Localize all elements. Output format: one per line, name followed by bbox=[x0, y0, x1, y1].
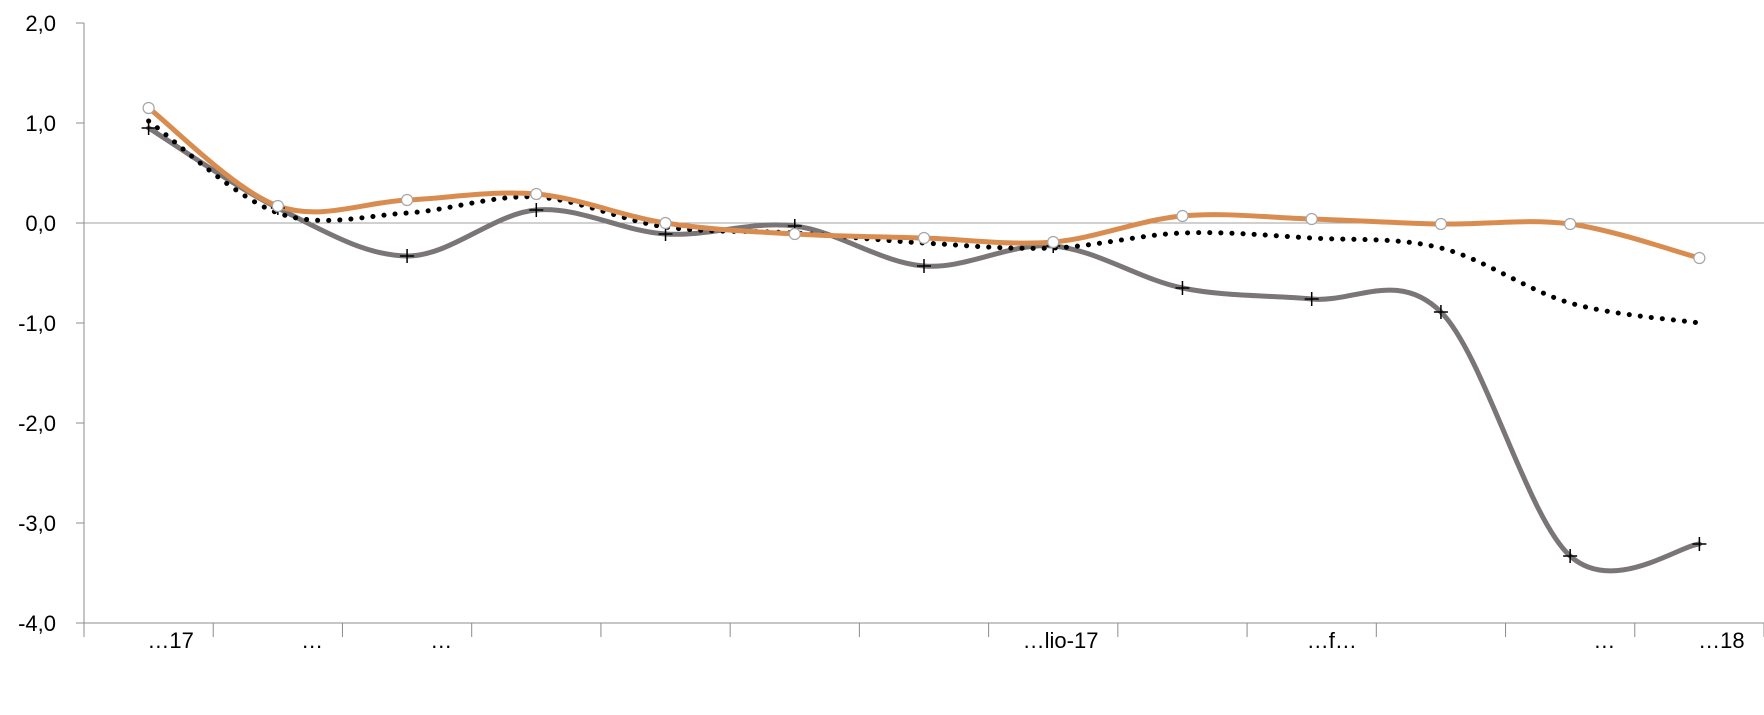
series-2-point bbox=[271, 199, 284, 213]
series-0-point bbox=[529, 203, 544, 217]
x-tick-label: …lio-17 bbox=[1023, 628, 1099, 653]
series-0-point bbox=[1175, 281, 1190, 295]
series-2-point bbox=[1434, 217, 1448, 231]
series-2-point bbox=[1305, 212, 1318, 226]
y-axis: 2,0 1,0 0,0 -1,0 -2,0 -3,0 -4,0 bbox=[18, 11, 1764, 636]
series-0-point bbox=[1692, 537, 1707, 551]
series-0-point bbox=[917, 259, 931, 273]
y-tick-label: -4,0 bbox=[18, 611, 56, 636]
series-0-point bbox=[400, 249, 415, 263]
series-lines bbox=[146, 105, 1702, 574]
series-2-point bbox=[142, 101, 155, 115]
y-tick-label: 0,0 bbox=[25, 211, 56, 236]
series-2-point bbox=[788, 227, 801, 241]
series-2-point bbox=[917, 231, 931, 245]
y-tick-label: 1,0 bbox=[25, 111, 56, 136]
x-tick-label: …17 bbox=[147, 628, 193, 653]
series-2-point bbox=[1176, 209, 1189, 223]
series-2-point bbox=[659, 216, 672, 230]
series-2-point bbox=[1047, 235, 1060, 249]
x-tick-label: …18 bbox=[1698, 628, 1744, 653]
x-tick-label: … bbox=[1593, 628, 1615, 653]
data-markers bbox=[141, 101, 1707, 563]
series-2-point bbox=[400, 193, 414, 207]
series-0-point bbox=[1563, 549, 1578, 563]
y-tick-label: -2,0 bbox=[18, 411, 56, 436]
series-0-point bbox=[1304, 292, 1319, 306]
series-2-point bbox=[530, 187, 543, 201]
y-tick-label: -1,0 bbox=[18, 311, 56, 336]
x-axis: …17 … … …lio-17 …f… … …18 bbox=[83, 622, 1764, 653]
series-2-point bbox=[1564, 217, 1577, 231]
series-0-point bbox=[141, 121, 156, 135]
x-tick-label: …f… bbox=[1307, 628, 1357, 653]
y-tick-label: 2,0 bbox=[25, 11, 56, 36]
y-tick-label: -3,0 bbox=[18, 511, 56, 536]
series-0-point bbox=[1433, 305, 1448, 319]
series-2-point bbox=[1693, 251, 1706, 265]
series-0-point bbox=[658, 227, 673, 241]
x-tick-label: … bbox=[430, 628, 452, 653]
series-0-line bbox=[146, 125, 1702, 574]
x-tick-label: … bbox=[301, 628, 323, 653]
